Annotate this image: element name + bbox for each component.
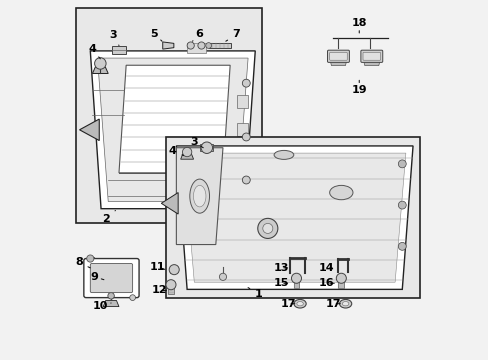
FancyBboxPatch shape bbox=[90, 264, 132, 293]
Ellipse shape bbox=[189, 179, 209, 213]
Circle shape bbox=[242, 133, 250, 141]
Text: 15: 15 bbox=[273, 278, 288, 288]
FancyBboxPatch shape bbox=[208, 42, 230, 48]
Text: 2: 2 bbox=[102, 211, 115, 224]
Circle shape bbox=[398, 201, 406, 209]
Circle shape bbox=[169, 265, 179, 275]
FancyBboxPatch shape bbox=[112, 46, 126, 54]
FancyBboxPatch shape bbox=[360, 50, 382, 62]
Circle shape bbox=[94, 58, 106, 69]
Text: 6: 6 bbox=[192, 29, 203, 41]
Text: 4: 4 bbox=[88, 44, 100, 59]
Polygon shape bbox=[163, 42, 174, 49]
Polygon shape bbox=[330, 61, 346, 66]
Ellipse shape bbox=[329, 185, 352, 200]
Polygon shape bbox=[119, 65, 230, 173]
Text: 16: 16 bbox=[319, 278, 334, 288]
Text: 7: 7 bbox=[225, 30, 240, 41]
FancyBboxPatch shape bbox=[362, 52, 380, 60]
Text: 3: 3 bbox=[110, 30, 119, 45]
Polygon shape bbox=[92, 67, 108, 73]
Ellipse shape bbox=[293, 300, 305, 308]
Ellipse shape bbox=[296, 302, 303, 306]
FancyBboxPatch shape bbox=[169, 266, 175, 273]
FancyBboxPatch shape bbox=[167, 285, 174, 294]
Text: 10: 10 bbox=[92, 301, 111, 311]
Text: 18: 18 bbox=[351, 18, 366, 33]
Text: 12: 12 bbox=[151, 285, 166, 296]
Polygon shape bbox=[180, 154, 193, 159]
Ellipse shape bbox=[274, 150, 293, 159]
FancyBboxPatch shape bbox=[293, 278, 299, 288]
FancyBboxPatch shape bbox=[83, 258, 139, 298]
Circle shape bbox=[182, 147, 191, 157]
Text: 17: 17 bbox=[325, 299, 341, 309]
Circle shape bbox=[108, 293, 114, 299]
Polygon shape bbox=[363, 61, 379, 66]
Circle shape bbox=[291, 273, 301, 283]
FancyBboxPatch shape bbox=[187, 42, 206, 53]
Text: 3: 3 bbox=[190, 138, 203, 148]
Circle shape bbox=[219, 273, 226, 280]
Ellipse shape bbox=[193, 185, 205, 207]
Circle shape bbox=[262, 224, 272, 233]
Polygon shape bbox=[103, 301, 119, 307]
FancyBboxPatch shape bbox=[338, 278, 344, 288]
Polygon shape bbox=[161, 193, 178, 214]
Text: 8: 8 bbox=[75, 257, 90, 268]
Text: 17: 17 bbox=[280, 299, 295, 309]
Polygon shape bbox=[80, 119, 99, 140]
FancyBboxPatch shape bbox=[200, 144, 213, 151]
Polygon shape bbox=[97, 58, 247, 202]
FancyBboxPatch shape bbox=[237, 123, 247, 136]
Ellipse shape bbox=[339, 300, 351, 308]
Text: 19: 19 bbox=[351, 80, 366, 95]
Polygon shape bbox=[176, 148, 223, 244]
Text: 4: 4 bbox=[168, 145, 183, 156]
Polygon shape bbox=[90, 51, 255, 209]
FancyBboxPatch shape bbox=[237, 95, 247, 108]
Polygon shape bbox=[176, 146, 412, 289]
Circle shape bbox=[86, 255, 94, 262]
Circle shape bbox=[129, 295, 135, 301]
Circle shape bbox=[198, 42, 204, 49]
Circle shape bbox=[187, 42, 194, 49]
Circle shape bbox=[398, 242, 406, 250]
Polygon shape bbox=[183, 153, 405, 282]
Text: 5: 5 bbox=[150, 29, 162, 41]
Circle shape bbox=[201, 142, 212, 153]
Text: 11: 11 bbox=[150, 262, 165, 272]
FancyBboxPatch shape bbox=[327, 50, 349, 62]
Text: 9: 9 bbox=[90, 272, 104, 282]
Text: 13: 13 bbox=[273, 263, 288, 273]
Circle shape bbox=[242, 176, 250, 184]
Circle shape bbox=[165, 280, 176, 290]
Text: 1: 1 bbox=[247, 288, 262, 299]
FancyBboxPatch shape bbox=[76, 8, 262, 223]
Circle shape bbox=[336, 273, 346, 283]
FancyBboxPatch shape bbox=[165, 137, 419, 298]
Circle shape bbox=[257, 219, 277, 238]
Circle shape bbox=[398, 160, 406, 168]
Text: 14: 14 bbox=[319, 263, 334, 273]
Ellipse shape bbox=[342, 302, 348, 306]
FancyBboxPatch shape bbox=[329, 52, 346, 60]
Circle shape bbox=[205, 42, 211, 48]
Circle shape bbox=[242, 79, 250, 87]
